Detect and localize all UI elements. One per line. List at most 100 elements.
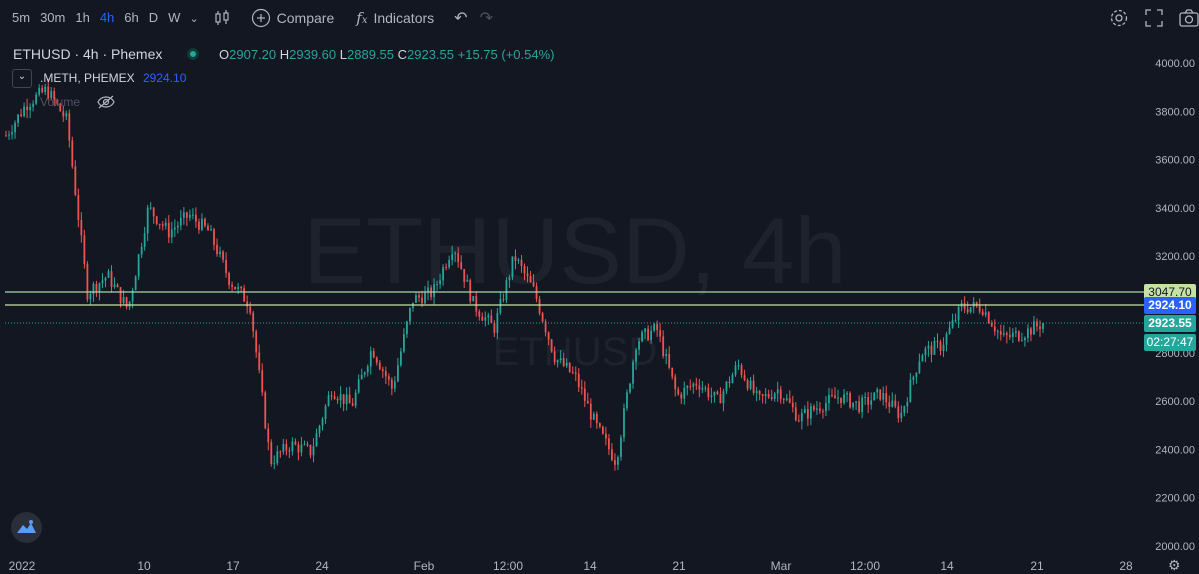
- candle-body: [963, 303, 966, 309]
- candle-body: [110, 271, 113, 287]
- candle-body: [261, 370, 264, 393]
- candle-body: [514, 256, 517, 261]
- timeframe-6h[interactable]: 6h: [124, 10, 139, 25]
- candle-body: [252, 312, 255, 332]
- candle-body: [541, 313, 544, 322]
- candle-body: [439, 280, 441, 284]
- timeframe-5m[interactable]: 5m: [12, 10, 31, 25]
- candle-body: [478, 311, 481, 317]
- candle-body: [363, 372, 366, 375]
- candle-body: [680, 394, 683, 399]
- candle-body: [80, 219, 83, 236]
- candle-body: [207, 225, 209, 231]
- candle-body: [131, 290, 134, 302]
- candle-body: [511, 256, 514, 278]
- candle-body: [529, 276, 532, 283]
- candle-body: [837, 397, 839, 399]
- candle-body: [92, 283, 95, 294]
- candle-body: [668, 354, 671, 368]
- candle-body: [945, 333, 948, 345]
- compare-button[interactable]: Compare: [251, 8, 334, 28]
- price-chart[interactable]: ETHUSD, 4h ETHUSD 2000.00 2200.00 2400.00 2…: [0, 36, 1199, 574]
- candle-body: [538, 298, 541, 314]
- price-axis-label: 2000.00: [1155, 541, 1195, 553]
- candle-body: [493, 323, 496, 333]
- candle-body: [225, 259, 227, 273]
- candle-body: [641, 331, 643, 342]
- candle-body: [185, 212, 188, 218]
- candle-body: [903, 406, 906, 413]
- axis-settings-icon[interactable]: ⚙: [1168, 557, 1181, 573]
- candle-body: [50, 91, 53, 99]
- tradingview-logo[interactable]: [11, 512, 42, 543]
- candle-body: [870, 400, 873, 405]
- compare-symbol-value: 2924.10: [143, 71, 187, 85]
- volume-label[interactable]: Volume: [40, 95, 81, 109]
- timeframe-D[interactable]: D: [148, 10, 159, 25]
- candle-body: [315, 433, 318, 447]
- timeframe-group: 5m 30m 1h 4h 6h D W: [7, 0, 185, 36]
- eye-hidden-icon[interactable]: [96, 94, 116, 115]
- candle-body: [393, 381, 396, 389]
- candle-body: [1011, 332, 1014, 337]
- chevron-down-icon[interactable]: ⌄: [189, 12, 199, 25]
- undo-icon[interactable]: ↶: [454, 10, 468, 27]
- time-axis[interactable]: 2022 10 17 24 Feb 12:00 14 21 Mar 12:00 14 21 28: [9, 559, 1133, 573]
- candle-body: [846, 393, 848, 395]
- fx-icon: fx: [356, 9, 368, 27]
- candle-body: [635, 349, 637, 362]
- timeframe-30m[interactable]: 30m: [40, 10, 66, 25]
- time-axis-label: 17: [226, 559, 240, 573]
- candle-body: [592, 413, 595, 420]
- candle-body: [577, 373, 580, 388]
- candle-body: [571, 371, 574, 373]
- candle-body: [948, 327, 951, 334]
- indicators-button[interactable]: fx Indicators: [356, 9, 434, 27]
- candle-body: [665, 354, 668, 357]
- high-label: H: [279, 47, 290, 62]
- candle-body: [891, 400, 894, 407]
- legend-symbol[interactable]: ETHUSD · 4h · Phemex: [13, 46, 163, 62]
- line-level-price-tag[interactable]: 3047.70: [1144, 284, 1196, 301]
- fullscreen-icon[interactable]: [1145, 9, 1163, 27]
- time-axis-label: 21: [1030, 559, 1044, 573]
- candle-body: [137, 254, 140, 277]
- candle-body: [776, 389, 779, 394]
- candle-body: [725, 381, 728, 392]
- candle-body: [240, 286, 243, 289]
- candle-body: [550, 339, 553, 352]
- candle-body: [400, 351, 402, 366]
- high-value: 2939.60: [289, 47, 337, 62]
- candle-body: [773, 393, 776, 399]
- candle-body: [653, 324, 656, 331]
- candle-body: [113, 284, 116, 287]
- candle-body: [264, 392, 267, 429]
- candle-body: [900, 412, 903, 419]
- candle-body: [1033, 321, 1035, 335]
- candle-body: [716, 391, 719, 394]
- redo-icon[interactable]: ↷: [479, 10, 493, 27]
- settings-gear-icon[interactable]: [1109, 8, 1129, 28]
- compare-symbol-label[interactable]: .METH, PHEMEX: [40, 71, 135, 85]
- candle-body: [71, 140, 74, 167]
- candle-body: [999, 331, 1002, 335]
- candle-body: [249, 306, 252, 313]
- candle-body: [475, 296, 478, 312]
- candle-body: [734, 365, 737, 375]
- collapse-chevron-button[interactable]: ⌄: [12, 69, 32, 88]
- candle-body: [816, 408, 818, 410]
- timeframe-W[interactable]: W: [168, 10, 181, 25]
- candle-body: [620, 437, 622, 458]
- candlestick-chart-type-icon[interactable]: [213, 9, 231, 27]
- candle-body: [267, 428, 270, 443]
- camera-snapshot-icon[interactable]: [1179, 9, 1199, 27]
- candle-body: [1020, 340, 1023, 342]
- candle-body: [819, 408, 821, 411]
- timeframe-4h[interactable]: 4h: [99, 10, 115, 25]
- time-axis-label: Mar: [771, 559, 792, 573]
- candle-body: [128, 301, 131, 308]
- candle-body: [321, 418, 324, 427]
- candle-body: [342, 394, 345, 405]
- candle-body: [879, 389, 882, 400]
- timeframe-1h[interactable]: 1h: [75, 10, 90, 25]
